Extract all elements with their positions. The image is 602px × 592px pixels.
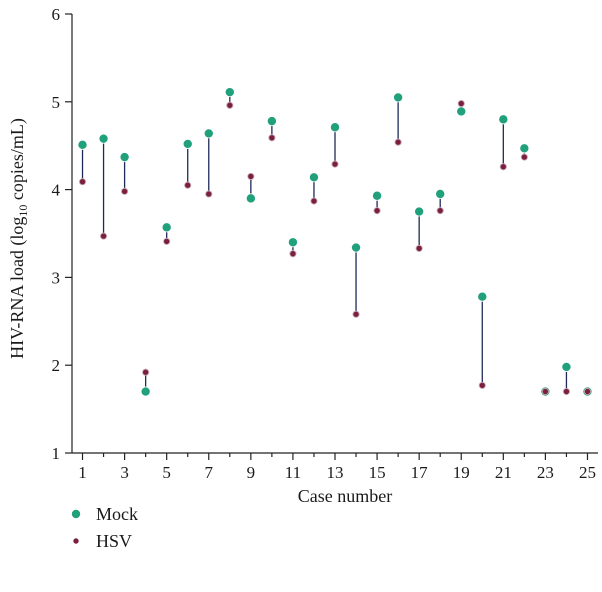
x-tick-label: 11 [285, 463, 301, 482]
hsv-point [562, 387, 570, 396]
mock-point [414, 206, 425, 217]
legend-marker [71, 508, 82, 519]
mock-point [266, 116, 277, 127]
mock-point [182, 138, 193, 149]
x-axis-ticks: 1 3 5 7 9 11 13 15 17 19 21 23 25 [78, 453, 596, 482]
hsv-point [247, 172, 255, 180]
y-axis-title: HIV-RNA load (log10 copies/mL) [7, 118, 30, 359]
x-tick-label: 13 [327, 463, 344, 482]
x-tick-label: 17 [411, 463, 429, 482]
mock-point [287, 237, 298, 248]
mock-point [203, 128, 214, 139]
y-tick-label: 4 [52, 181, 61, 200]
hsv-point [373, 207, 381, 215]
y-tick-label: 3 [52, 268, 61, 287]
mock-point [372, 190, 383, 201]
mock-point [435, 188, 446, 199]
x-tick-label: 7 [205, 463, 214, 482]
x-tick-label: 5 [162, 463, 171, 482]
mock-point [98, 133, 109, 144]
mock-point [245, 193, 256, 204]
hsv-point [268, 134, 276, 142]
mock-point [161, 222, 172, 233]
hsv-point [541, 387, 549, 396]
hsv-point [163, 237, 171, 245]
x-tick-label: 1 [78, 463, 87, 482]
y-tick-label: 6 [52, 5, 61, 24]
y-tick-label: 5 [52, 93, 61, 112]
mock-point [351, 242, 362, 253]
x-tick-label: 23 [537, 463, 554, 482]
hsv-point [352, 310, 360, 318]
x-tick-label: 19 [453, 463, 470, 482]
hsv-point [331, 160, 339, 168]
hsv-point [184, 181, 192, 189]
x-tick-label: 9 [247, 463, 256, 482]
hsv-point [310, 197, 318, 205]
hsv-point [205, 190, 213, 198]
hsv-point [583, 387, 592, 396]
mock-point [224, 87, 235, 98]
hsv-point [478, 381, 486, 389]
mock-point [519, 143, 530, 154]
hsv-point [142, 368, 150, 376]
mock-point [119, 152, 130, 163]
hsv-point [121, 187, 129, 195]
data-points [77, 87, 593, 397]
y-tick-label: 2 [52, 356, 61, 375]
x-tick-label: 3 [120, 463, 129, 482]
hsv-point [436, 207, 444, 215]
hsv-point [520, 153, 528, 161]
mock-point [77, 139, 88, 150]
legend-marker [72, 537, 80, 545]
y-axis-ticks: 1 2 3 4 5 6 [52, 5, 72, 463]
mock-point [140, 386, 151, 397]
hsv-point [100, 232, 108, 240]
hsv-point [499, 163, 507, 171]
x-tick-label: 15 [369, 463, 386, 482]
x-tick-label: 21 [495, 463, 512, 482]
hsv-point [394, 138, 402, 146]
hsv-point [457, 100, 465, 108]
mock-point [561, 361, 572, 372]
connector-lines [81, 92, 568, 392]
mock-point [393, 92, 404, 103]
y-tick-label: 1 [52, 444, 61, 463]
hsv-point [226, 101, 234, 109]
mock-point [456, 106, 467, 117]
mock-point [498, 114, 509, 125]
hsv-point [289, 250, 297, 258]
hsv-point [415, 244, 423, 252]
x-axis-title: Case number [298, 486, 392, 506]
mock-point [329, 122, 340, 133]
legend-label: HSV [96, 531, 132, 551]
x-tick-label: 25 [579, 463, 596, 482]
hsv-point [78, 178, 87, 186]
mock-point [308, 172, 319, 183]
legend: Mock HSV [71, 504, 138, 551]
legend-label: Mock [96, 504, 138, 524]
mock-point [477, 291, 488, 302]
